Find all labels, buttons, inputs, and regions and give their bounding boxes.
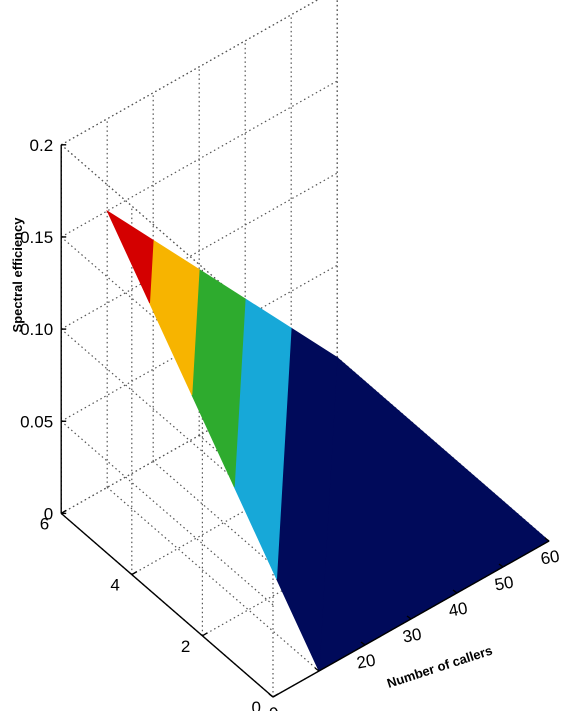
y-tick-mark: [202, 632, 208, 637]
z-tick-label: 0.10: [20, 320, 53, 339]
y-tick-label: 6: [40, 514, 49, 533]
z-tick-label: 0: [44, 504, 53, 523]
x-tick-label: 40: [447, 599, 469, 621]
grid-line: [60, 420, 274, 606]
axes: [60, 144, 550, 698]
y-tick-mark: [131, 570, 138, 576]
x-tick-mark: [314, 667, 320, 672]
grid-line: [106, 486, 320, 672]
y-tick-mark: [272, 693, 279, 698]
z-tick-label: 0.15: [20, 228, 53, 247]
x-tick-mark: [406, 615, 412, 620]
grid-line: [60, 80, 338, 238]
x-tick-label: 50: [493, 573, 515, 595]
z-tick-label: 0.2: [30, 136, 54, 155]
z-tick-label: 0.05: [20, 412, 53, 431]
x-axis-label: Number of callers: [385, 643, 494, 691]
y-axis-line: [60, 512, 274, 698]
x-tick-mark: [452, 589, 458, 594]
y-tick-label: 4: [110, 576, 119, 595]
tick-labels: 00.050.100.150.2024602030405060: [20, 136, 561, 711]
surface-band: [318, 356, 550, 672]
x-tick-label: 30: [401, 625, 423, 647]
x-tick-mark: [498, 563, 504, 568]
x-tick-mark: [268, 693, 274, 698]
grid-line: [60, 144, 274, 329]
y-tick-label: 0: [252, 698, 261, 711]
y-tick-label: 2: [181, 637, 190, 656]
surface-band: [106, 209, 154, 304]
grid-line: [60, 0, 319, 146]
x-tick-mark: [544, 537, 550, 542]
x-tick-mark: [360, 641, 366, 646]
grid-line: [60, 328, 274, 514]
surface-band: [149, 239, 200, 396]
grid-line: [60, 0, 319, 146]
z-axis-label: Spectral efficiency: [10, 217, 25, 333]
grid-line: [60, 172, 338, 330]
grid-line: [152, 460, 366, 646]
y-tick-mark: [60, 509, 67, 515]
grid-line: [60, 356, 338, 514]
x-tick-label: 60: [539, 547, 561, 569]
surface-plot: [106, 209, 550, 672]
x-tick-label: 0: [268, 703, 281, 711]
x-tick-label: 20: [355, 651, 377, 673]
